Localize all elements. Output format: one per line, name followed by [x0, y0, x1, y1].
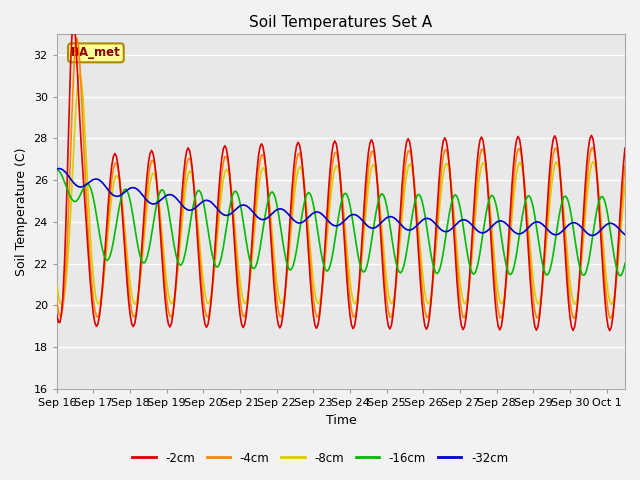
- Text: BA_met: BA_met: [71, 47, 121, 60]
- Title: Soil Temperatures Set A: Soil Temperatures Set A: [250, 15, 433, 30]
- Legend: -2cm, -4cm, -8cm, -16cm, -32cm: -2cm, -4cm, -8cm, -16cm, -32cm: [127, 447, 513, 469]
- Y-axis label: Soil Temperature (C): Soil Temperature (C): [15, 147, 28, 276]
- X-axis label: Time: Time: [326, 414, 356, 427]
